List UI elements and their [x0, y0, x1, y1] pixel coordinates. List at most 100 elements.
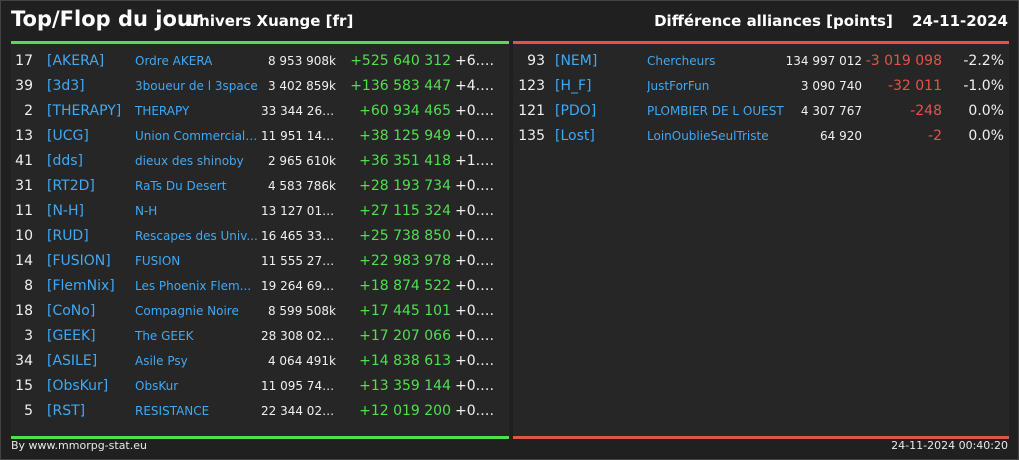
percent-cell: +0.1%	[455, 278, 501, 294]
diff-cell: +14 838 613	[359, 353, 451, 369]
alliance-tag-link[interactable]: [RUD]	[47, 228, 89, 244]
alliance-tag-link[interactable]: [CoNo]	[47, 303, 96, 319]
alliance-name-link[interactable]: Union Commerciale...	[135, 129, 259, 143]
alliance-tag-link[interactable]: [FUSION]	[47, 253, 111, 269]
rank-cell: 31	[15, 178, 33, 194]
table-row: 93 [NEM] Chercheurs 134 997 012 -3 019 098 -2…	[513, 49, 1009, 74]
alliance-tag-link[interactable]: [RT2D]	[47, 178, 95, 194]
rank-cell: 135	[518, 128, 545, 144]
percent-cell: +0.2%	[455, 253, 501, 269]
alliance-tag-link[interactable]: [NEM]	[555, 53, 598, 69]
alliance-name-link[interactable]: RaTs Du Desert	[135, 179, 227, 193]
alliance-name-link[interactable]: Rescapes des Univ...	[135, 229, 258, 243]
alliance-name-link[interactable]: RESISTANCE	[135, 404, 210, 418]
table-row: 121 [PDO] PLOMBIER DE L OUEST 4 307 767 -248…	[513, 99, 1009, 124]
points-cell: 13 127 019k	[261, 204, 336, 218]
diff-cell: +28 193 734	[359, 178, 451, 194]
footer-timestamp: 24-11-2024 00:40:20	[891, 439, 1008, 452]
points-cell: 33 344 266k	[261, 104, 336, 118]
table-row: 13 [UCG] Union Commerciale... 11 951 149k +3…	[11, 124, 509, 149]
alliance-tag-link[interactable]: [FlemNix]	[47, 278, 115, 294]
alliance-tag-link[interactable]: [H_F]	[555, 78, 592, 94]
alliance-name-link[interactable]: Asile Psy	[135, 354, 188, 368]
percent-cell: +0.4%	[455, 353, 501, 369]
alliance-name-link[interactable]: PLOMBIER DE L OUEST	[647, 104, 784, 118]
alliance-name-link[interactable]: Les Phoenix Flem...	[135, 279, 252, 293]
alliance-name-link[interactable]: N-H	[135, 204, 158, 218]
points-cell: 28 308 020k	[261, 329, 336, 343]
alliance-tag-link[interactable]: [ASILE]	[47, 353, 98, 369]
alliance-name-link[interactable]: Ordre AKERA	[135, 54, 213, 68]
table-row: 135 [Lost] LoinOublieSeulTriste 64 920 -2 0.0…	[513, 124, 1009, 149]
percent-cell: 0.0%	[968, 103, 1004, 119]
diff-cell: +60 934 465	[359, 103, 451, 119]
alliance-name-link[interactable]: FUSION	[135, 254, 181, 268]
diff-cell: +525 640 312	[350, 53, 451, 69]
rank-cell: 41	[15, 153, 33, 169]
rank-cell: 17	[15, 53, 33, 69]
diff-cell: +136 583 447	[350, 78, 451, 94]
alliance-tag-link[interactable]: [UCG]	[47, 128, 89, 144]
points-cell: 4 583 786k	[267, 179, 336, 193]
percent-cell: -2.2%	[963, 53, 1004, 69]
percent-cell: +0.2%	[455, 228, 501, 244]
rank-cell: 8	[24, 278, 33, 294]
footer-credit[interactable]: By www.mmorpg-stat.eu	[11, 439, 147, 452]
percent-cell: +0.1%	[455, 403, 501, 419]
alliance-tag-link[interactable]: [GEEK]	[47, 328, 96, 344]
alliance-name-link[interactable]: Compagnie Noire	[135, 304, 239, 318]
diff-cell: +13 359 144	[359, 378, 451, 394]
alliance-tag-link[interactable]: [ObsKur]	[47, 378, 109, 394]
rank-cell: 13	[15, 128, 33, 144]
alliance-tag-link[interactable]: [3d3]	[47, 78, 85, 94]
alliance-tag-link[interactable]: [N-H]	[47, 203, 84, 219]
alliance-tag-link[interactable]: [PDO]	[555, 103, 597, 119]
alliance-tag-link[interactable]: [dds]	[47, 153, 83, 169]
percent-cell: +1.2%	[455, 153, 501, 169]
alliance-name-link[interactable]: JustForFun	[647, 79, 710, 93]
points-cell: 4 064 491k	[267, 354, 336, 368]
table-row: 41 [dds] dieux des shinoby 2 965 610k +36 35…	[11, 149, 509, 174]
percent-cell: +0.2%	[455, 203, 501, 219]
alliance-tag-link[interactable]: [Lost]	[555, 128, 595, 144]
universe-label: Univers Xuange [fr]	[187, 12, 354, 30]
table-row: 17 [AKERA] Ordre AKERA 8 953 908k +525 640 3…	[11, 49, 509, 74]
diff-cell: +38 125 949	[359, 128, 451, 144]
alliance-name-link[interactable]: LoinOublieSeulTriste	[647, 129, 769, 143]
percent-cell: +4.2%	[455, 78, 501, 94]
table-row: 8 [FlemNix] Les Phoenix Flem... 19 264 693k…	[11, 274, 509, 299]
alliance-name-link[interactable]: dieux des shinoby	[135, 154, 244, 168]
alliance-tag-link[interactable]: [AKERA]	[47, 53, 105, 69]
table-row: 39 [3d3] 3boueur de l 3space 3 402 859k +136…	[11, 74, 509, 99]
alliance-name-link[interactable]: THERAPY	[135, 104, 190, 118]
flop-panel: 93 [NEM] Chercheurs 134 997 012 -3 019 098 -2…	[513, 41, 1009, 439]
header-date: 24-11-2024	[912, 12, 1008, 30]
table-row: 11 [N-H] N-H 13 127 019k +27 115 324 +0.2%	[11, 199, 509, 224]
percent-cell: +0.3%	[455, 128, 501, 144]
table-row: 10 [RUD] Rescapes des Univ... 16 465 330k +2…	[11, 224, 509, 249]
percent-cell: +0.6%	[455, 178, 501, 194]
table-row: 123 [H_F] JustForFun 3 090 740 -32 011 -1.0%	[513, 74, 1009, 99]
percent-cell: +0.2%	[455, 103, 501, 119]
points-cell: 11 555 270k	[261, 254, 336, 268]
table-row: 14 [FUSION] FUSION 11 555 270k +22 983 978 +0…	[11, 249, 509, 274]
alliance-tag-link[interactable]: [RST]	[47, 403, 86, 419]
percent-cell: 0.0%	[968, 128, 1004, 144]
alliance-name-link[interactable]: 3boueur de l 3space	[135, 79, 258, 93]
rank-cell: 121	[518, 103, 545, 119]
points-cell: 8 599 508k	[267, 304, 336, 318]
points-cell: 19 264 693k	[261, 279, 336, 293]
diff-cell: +25 738 850	[359, 228, 451, 244]
top-panel: 17 [AKERA] Ordre AKERA 8 953 908k +525 640 3…	[11, 41, 509, 439]
alliance-name-link[interactable]: The GEEK	[135, 329, 194, 343]
alliance-tag-link[interactable]: [THERAPY]	[47, 103, 122, 119]
rank-cell: 39	[15, 78, 33, 94]
points-cell: 64 920	[820, 129, 862, 143]
page-title: Top/Flop du jour	[11, 7, 203, 31]
table-row: 31 [RT2D] RaTs Du Desert 4 583 786k +28 193 …	[11, 174, 509, 199]
section-header: Différence alliances [points] 24-11-2024	[654, 12, 1008, 30]
alliance-name-link[interactable]: Chercheurs	[647, 54, 716, 68]
alliance-name-link[interactable]: ObsKur	[135, 379, 179, 393]
points-cell: 8 953 908k	[267, 54, 336, 68]
table-row: 15 [ObsKur] ObsKur 11 095 745k +13 359 144 +0…	[11, 374, 509, 399]
